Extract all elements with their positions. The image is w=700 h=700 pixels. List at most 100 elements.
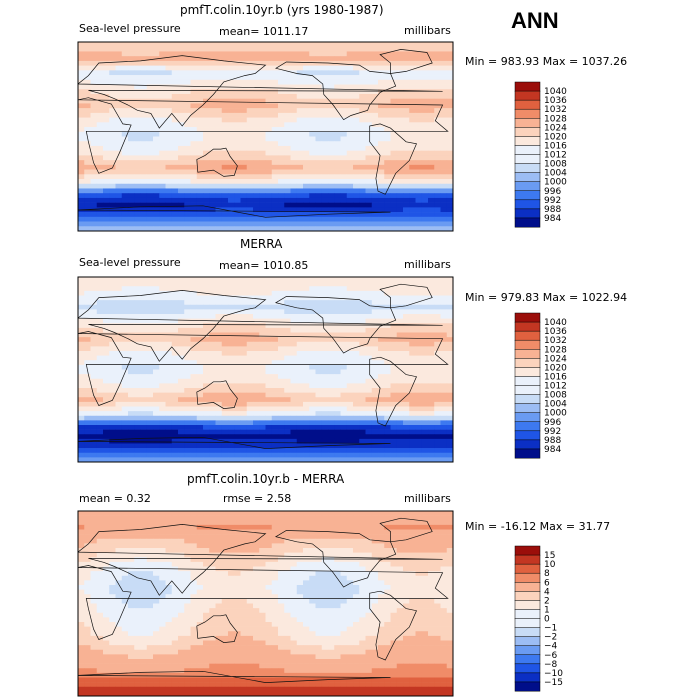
map-cell: [240, 150, 248, 156]
map-cell: [128, 411, 135, 417]
map-cell: [440, 207, 448, 213]
map-cell: [340, 314, 348, 319]
map-cell: [259, 360, 266, 366]
map-cell: [446, 397, 453, 403]
map-cell: [159, 374, 166, 380]
map-cell: [415, 337, 423, 343]
map-cell: [434, 108, 441, 114]
map-cell: [396, 323, 404, 329]
map-cell: [415, 332, 423, 338]
map-cell: [178, 314, 185, 319]
map-cell: [240, 406, 248, 412]
map-cell: [234, 174, 241, 180]
map-cell: [159, 411, 166, 417]
map-cell: [90, 327, 98, 333]
map-cell: [184, 383, 191, 389]
map-cell: [203, 216, 210, 222]
map-cell: [190, 160, 198, 166]
map-cell: [209, 457, 216, 462]
map-cell: [440, 183, 448, 189]
map-cell: [346, 89, 354, 95]
map-cell: [403, 406, 410, 412]
map-cell: [421, 277, 429, 282]
map-cell: [396, 131, 404, 137]
map-cell: [196, 179, 204, 185]
map-cell: [109, 304, 116, 310]
map-cell: [246, 360, 254, 366]
map-cell: [296, 281, 304, 287]
map-cell: [215, 392, 223, 398]
map-cell: [78, 286, 85, 292]
map-cell: [334, 355, 341, 361]
map-cell: [284, 174, 291, 180]
map-cell: [103, 75, 110, 81]
map-cell: [428, 108, 435, 114]
map-cell: [284, 216, 291, 222]
map-cell: [290, 448, 298, 454]
map-cell: [278, 290, 285, 296]
map-cell: [303, 51, 310, 57]
map-cell: [421, 141, 429, 147]
map-cell: [234, 122, 241, 128]
map-cell: [128, 155, 135, 161]
map-cell: [415, 150, 423, 156]
map-cell: [328, 75, 335, 81]
map-cell: [196, 207, 204, 213]
map-cell: [390, 355, 398, 361]
map-cell: [121, 457, 129, 462]
map-cell: [290, 290, 298, 296]
map-cell: [246, 174, 254, 180]
map-cell: [190, 318, 198, 324]
map-cell: [259, 75, 266, 81]
map-cell: [140, 42, 148, 48]
map-cell: [115, 193, 123, 199]
map-cell: [109, 364, 116, 370]
map-cell: [409, 221, 416, 227]
map-cell: [171, 108, 179, 114]
map-cell: [146, 286, 154, 292]
map-cell: [334, 318, 341, 324]
map-cell: [334, 51, 341, 57]
map-cell: [196, 127, 204, 133]
map-cell: [221, 290, 229, 296]
map-cell: [171, 89, 179, 95]
map-cell: [140, 98, 148, 104]
map-cell: [434, 383, 441, 389]
map-cell: [346, 155, 354, 161]
map-cell: [78, 122, 85, 128]
map-cell: [165, 169, 173, 175]
map-cell: [296, 300, 304, 306]
map-cell: [209, 327, 216, 333]
map-cell: [428, 183, 435, 189]
map-cell: [265, 378, 273, 384]
map-cell: [353, 216, 360, 222]
map-cell: [115, 221, 123, 227]
map-cell: [215, 452, 223, 458]
map-cell: [90, 145, 98, 151]
map-cell: [103, 429, 110, 435]
map-cell: [159, 197, 166, 203]
map-cell: [128, 188, 135, 194]
map-cell: [446, 332, 453, 338]
map-cell: [403, 51, 410, 57]
map-cell: [259, 369, 266, 375]
map-cell: [278, 511, 285, 516]
map-cell: [265, 193, 273, 199]
map-cell: [96, 515, 104, 521]
map-cell: [259, 127, 266, 133]
map-cell: [128, 364, 135, 370]
map-cell: [134, 188, 141, 194]
map-cell: [384, 108, 391, 114]
map-cell: [334, 351, 341, 356]
map-cell: [196, 197, 204, 203]
map-cell: [209, 448, 216, 454]
map-cell: [84, 364, 91, 370]
map-cell: [315, 374, 323, 380]
map-cell: [215, 188, 223, 194]
map-cell: [359, 193, 366, 199]
map-cell: [146, 174, 154, 180]
map-cell: [103, 327, 110, 333]
map-cell: [321, 122, 329, 128]
map-cell: [428, 281, 435, 287]
map-cell: [178, 443, 185, 449]
